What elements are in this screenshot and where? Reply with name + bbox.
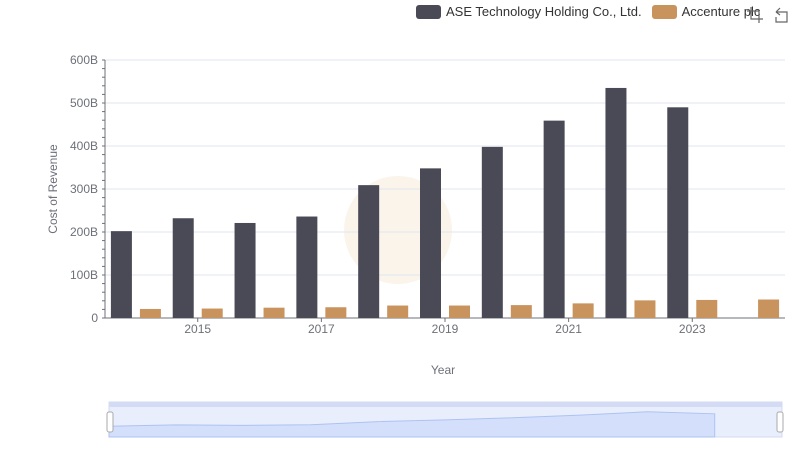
bar-accenture-2022 [634,300,656,318]
bar-accenture-2016 [263,307,285,318]
legend-item-ase[interactable]: ASE Technology Holding Co., Ltd. [416,4,642,19]
bar-ase-2016 [234,222,256,318]
legend: ASE Technology Holding Co., Ltd. Accentu… [416,4,770,19]
bar-ase-2019 [420,168,441,318]
toolbox [746,6,790,24]
bar-accenture-2017 [325,307,347,318]
bar-accenture-2014 [139,308,161,318]
y-tick-label: 300B [70,182,98,196]
y-axis-title: Cost of Revenue [46,144,60,234]
legend-swatch-ase [416,4,441,19]
slider-top-bar [109,402,782,407]
bar-accenture-2021 [572,303,594,318]
y-tick-label: 0 [91,311,98,325]
x-tick-label: 2023 [679,322,706,336]
x-tick-label: 2021 [555,322,582,336]
legend-swatch-accenture [651,4,677,19]
bar-ase-2018 [358,185,380,318]
bar-accenture-2020 [510,305,532,318]
bar-accenture-2023 [696,299,718,318]
bar-ase-2023 [667,107,689,318]
slider-preview-area [108,411,716,438]
y-tick-label: 400B [70,139,98,153]
legend-label-ase: ASE Technology Holding Co., Ltd. [446,4,642,19]
zoom-icon[interactable] [746,6,764,24]
legend-label-accenture: Accenture plc [681,4,761,19]
y-tick-label: 500B [70,96,98,110]
bar-accenture-2015 [201,308,223,318]
bar-ase-2021 [543,120,565,318]
y-tick-label: 600B [70,53,98,67]
bar-ase-2017 [296,216,318,318]
x-tick-label: 2017 [308,322,335,336]
y-tick-label: 200B [70,225,98,239]
bar-accenture-2024 [758,299,780,318]
bar-accenture-2018 [387,305,409,318]
slider-handle-right[interactable] [776,411,784,433]
bar-accenture-2019 [449,305,470,318]
bar-ase-2020 [481,146,503,318]
x-tick-label: 2019 [432,322,459,336]
x-tick-label: 2015 [184,322,211,336]
bar-ase-2022 [605,87,627,318]
x-axis-title: Year [431,363,455,377]
y-tick-label: 100B [70,268,98,282]
bar-ase-2015 [172,218,194,318]
bar-ase-2014 [110,231,132,318]
slider-handle-left[interactable] [106,411,114,433]
restore-icon[interactable] [772,6,790,24]
legend-item-accenture[interactable]: Accenture plc [651,4,761,19]
